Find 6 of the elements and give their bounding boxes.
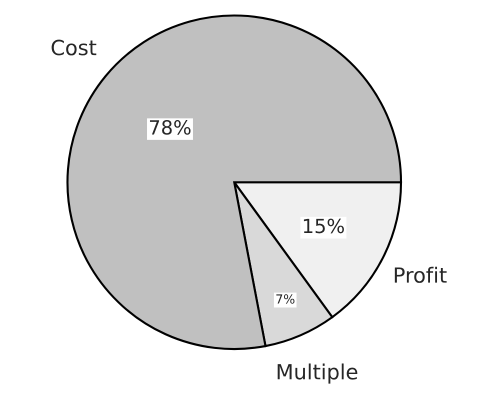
data-label: 15% <box>304 218 344 234</box>
slice-label: Cost <box>52 40 96 56</box>
slice-label: Multiple <box>278 363 358 384</box>
slice-label: Profit <box>394 266 447 283</box>
data-label: 78% <box>150 120 191 135</box>
data-label: 7% <box>276 294 294 304</box>
